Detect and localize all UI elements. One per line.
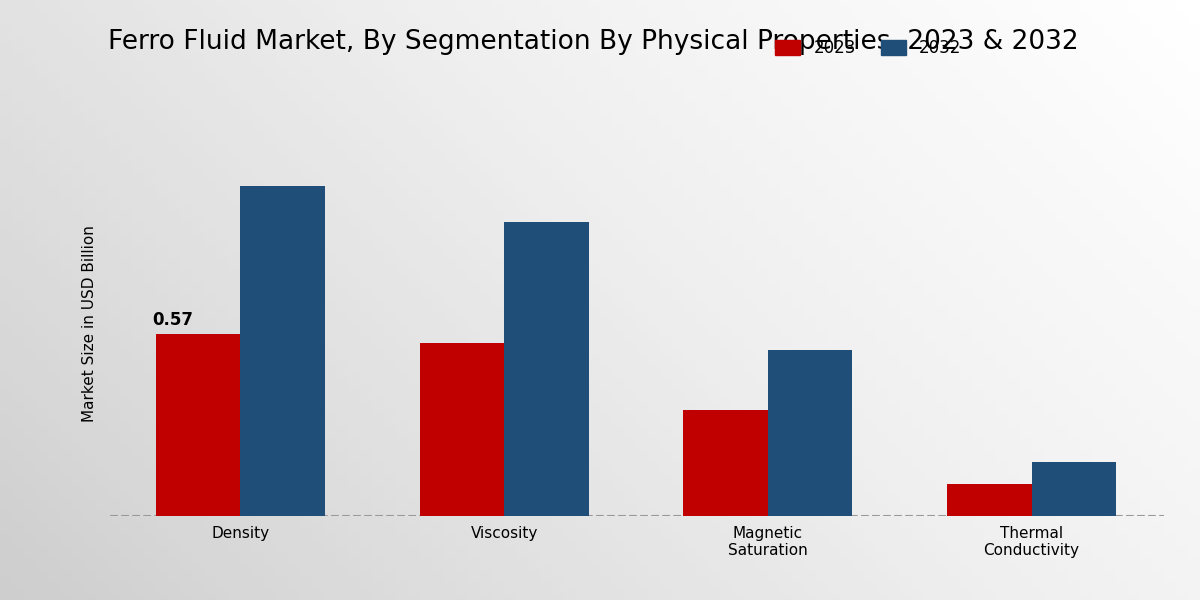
Bar bbox=[420, 343, 504, 516]
Bar bbox=[156, 334, 240, 516]
Bar bbox=[768, 350, 852, 516]
Text: Ferro Fluid Market, By Segmentation By Physical Properties, 2023 & 2032: Ferro Fluid Market, By Segmentation By P… bbox=[108, 29, 1079, 55]
Bar bbox=[1032, 461, 1116, 516]
Bar bbox=[684, 410, 768, 516]
Bar bbox=[504, 221, 588, 516]
Text: 0.57: 0.57 bbox=[152, 311, 193, 329]
Bar bbox=[947, 484, 1032, 516]
Y-axis label: Market Size in USD Billion: Market Size in USD Billion bbox=[82, 226, 97, 422]
Bar bbox=[240, 187, 325, 516]
Legend: 2023, 2032: 2023, 2032 bbox=[768, 33, 968, 64]
